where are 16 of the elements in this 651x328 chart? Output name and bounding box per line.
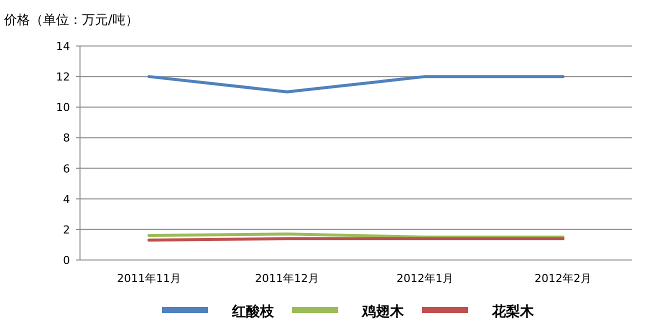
x-tick-label: 2011年12月 bbox=[255, 272, 319, 285]
x-tick-label: 2011年11月 bbox=[117, 272, 181, 285]
x-tick-label: 2012年2月 bbox=[534, 272, 592, 285]
y-tick-label: 2 bbox=[63, 223, 70, 236]
y-tick-label: 14 bbox=[56, 40, 70, 53]
y-tick-label: 8 bbox=[63, 132, 70, 145]
x-tick-label: 2012年1月 bbox=[396, 272, 454, 285]
y-tick-label: 0 bbox=[63, 254, 70, 267]
y-tick-label: 6 bbox=[63, 162, 70, 176]
legend-label: 红酸枝 bbox=[231, 304, 275, 320]
y-tick-label: 10 bbox=[56, 101, 70, 114]
legend-label: 鸡翅木 bbox=[361, 304, 405, 320]
y-axis-title: 价格（单位：万元/吨） bbox=[3, 13, 138, 28]
y-tick-label: 4 bbox=[63, 192, 70, 206]
legend-label: 花梨木 bbox=[491, 304, 535, 320]
y-tick-label: 12 bbox=[56, 70, 70, 84]
